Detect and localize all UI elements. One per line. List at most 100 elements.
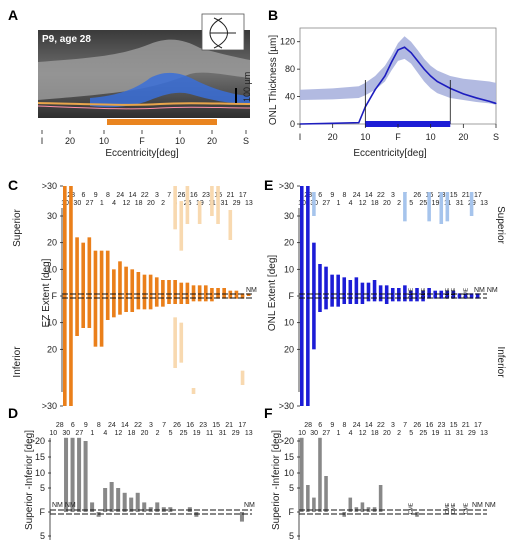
y-tick-label: 10 xyxy=(47,264,57,274)
extent-bar xyxy=(99,250,104,347)
subject-label-bottom: 1 xyxy=(90,430,94,437)
extent-bar xyxy=(397,288,401,302)
extent-bar xyxy=(142,274,147,310)
light-bar-superior xyxy=(312,192,316,216)
subject-label-top: 6 xyxy=(318,192,322,199)
scalebar-label: 100 µm xyxy=(242,72,252,102)
light-bar-superior xyxy=(439,192,444,224)
subject-label-bottom: 11 xyxy=(206,430,213,437)
extent-bar xyxy=(300,186,304,406)
y-tick-label: 10 xyxy=(284,468,294,478)
extent-bar xyxy=(179,282,184,304)
difference-bar xyxy=(64,437,69,512)
subject-label-top: 8 xyxy=(106,192,110,199)
subject-label-bottom: 27 xyxy=(75,430,83,437)
extent-bar xyxy=(439,290,444,299)
panel-label-a: A xyxy=(8,7,18,23)
b-data-point xyxy=(430,75,432,77)
subject-label-bottom: 29 xyxy=(232,430,240,437)
subject-label-top: 21 xyxy=(227,192,235,199)
subject-label-top: 22 xyxy=(134,422,142,429)
y-tick-label: F xyxy=(289,507,295,517)
light-bar-inferior xyxy=(191,388,196,394)
extent-bar xyxy=(69,186,73,406)
y-tick-label: 20 xyxy=(284,238,294,248)
b-data-point xyxy=(475,97,477,99)
y-tick-label: 10 xyxy=(284,264,294,274)
subject-label-top: 21 xyxy=(462,192,470,199)
subject-label-bottom: 27 xyxy=(322,430,330,437)
nm-label-right: NM xyxy=(244,502,255,509)
y-tick-label: >30 xyxy=(279,181,294,191)
subject-label-top: 21 xyxy=(462,422,470,429)
b-x-tick-label: S xyxy=(493,132,499,142)
b-data-point xyxy=(390,61,393,63)
extent-bar xyxy=(306,186,310,406)
subject-label-bottom: 20 xyxy=(383,200,391,207)
a-tick-label: S xyxy=(243,136,249,146)
extent-bar xyxy=(216,288,220,299)
nm-label: NM NM xyxy=(474,287,498,294)
eye-diagram-inset xyxy=(201,13,245,51)
extent-bar xyxy=(384,285,389,304)
nm-label: NM xyxy=(246,287,257,294)
subject-label-bottom: 13 xyxy=(245,430,253,437)
subject-label-bottom: 4 xyxy=(103,430,107,437)
light-bar-inferior xyxy=(173,317,177,368)
extent-bar xyxy=(81,242,86,328)
extent-bar xyxy=(457,293,462,299)
b-x-tick-label: F xyxy=(395,132,401,142)
subject-label-top: 26 xyxy=(178,192,186,199)
c-superior: Superior xyxy=(12,208,23,246)
b-data-point xyxy=(488,100,491,102)
extent-bar xyxy=(63,186,67,406)
subject-label-bottom: 13 xyxy=(480,200,488,207)
subject-label-bottom: 20 xyxy=(383,430,391,437)
subject-label-bottom: 5 xyxy=(169,430,173,437)
extent-bar xyxy=(228,290,233,299)
subject-label-bottom: 11 xyxy=(444,430,451,437)
y-tick-label: 10 xyxy=(47,318,57,328)
subject-label-top: 8 xyxy=(343,422,347,429)
subject-label-bottom: 10 xyxy=(298,430,306,437)
b-data-point xyxy=(417,60,419,62)
subject-label-top: 21 xyxy=(225,422,233,429)
subject-label-top: 14 xyxy=(121,422,129,429)
subject-label-top: 26 xyxy=(173,422,181,429)
extent-bar xyxy=(136,272,141,310)
extent-bar xyxy=(191,285,196,302)
y-tick-label: >20 xyxy=(279,436,294,446)
difference-bar xyxy=(324,476,328,512)
difference-bar xyxy=(360,502,365,512)
subject-label-top: 15 xyxy=(212,422,220,429)
panel-label-e: E xyxy=(264,177,273,193)
extent-bar xyxy=(336,274,340,307)
e-y-label: ONL Extent [deg] xyxy=(267,255,278,332)
subject-label-top: 17 xyxy=(239,192,247,199)
f-y-label: Superior -Inferior [deg] xyxy=(271,430,282,530)
subject-label-bottom: 4 xyxy=(349,200,353,207)
subject-label-top: 26 xyxy=(413,192,421,199)
subject-label-top: 15 xyxy=(450,422,458,429)
b-y-tick-label: 120 xyxy=(280,37,295,47)
y-tick-label: 10 xyxy=(284,318,294,328)
difference-bar xyxy=(135,492,140,512)
cme-label: CME xyxy=(451,287,457,299)
extent-bar xyxy=(154,277,159,307)
subject-label-bottom: 27 xyxy=(322,200,330,207)
difference-bar xyxy=(109,482,114,512)
extent-bar xyxy=(203,285,208,302)
subject-label-top: 3 xyxy=(391,192,395,199)
extent-bar xyxy=(463,293,468,299)
subject-label-bottom: 31 xyxy=(456,430,464,437)
extent-bar xyxy=(173,280,177,304)
subject-label-bottom: 20 xyxy=(141,430,149,437)
y-tick-label: 20 xyxy=(47,344,57,354)
subject-label-top: 16 xyxy=(425,422,433,429)
y-tick-label: F xyxy=(40,507,46,517)
b-data-point xyxy=(423,68,425,70)
subject-label-top: 14 xyxy=(365,422,373,429)
extent-bar xyxy=(312,242,316,350)
